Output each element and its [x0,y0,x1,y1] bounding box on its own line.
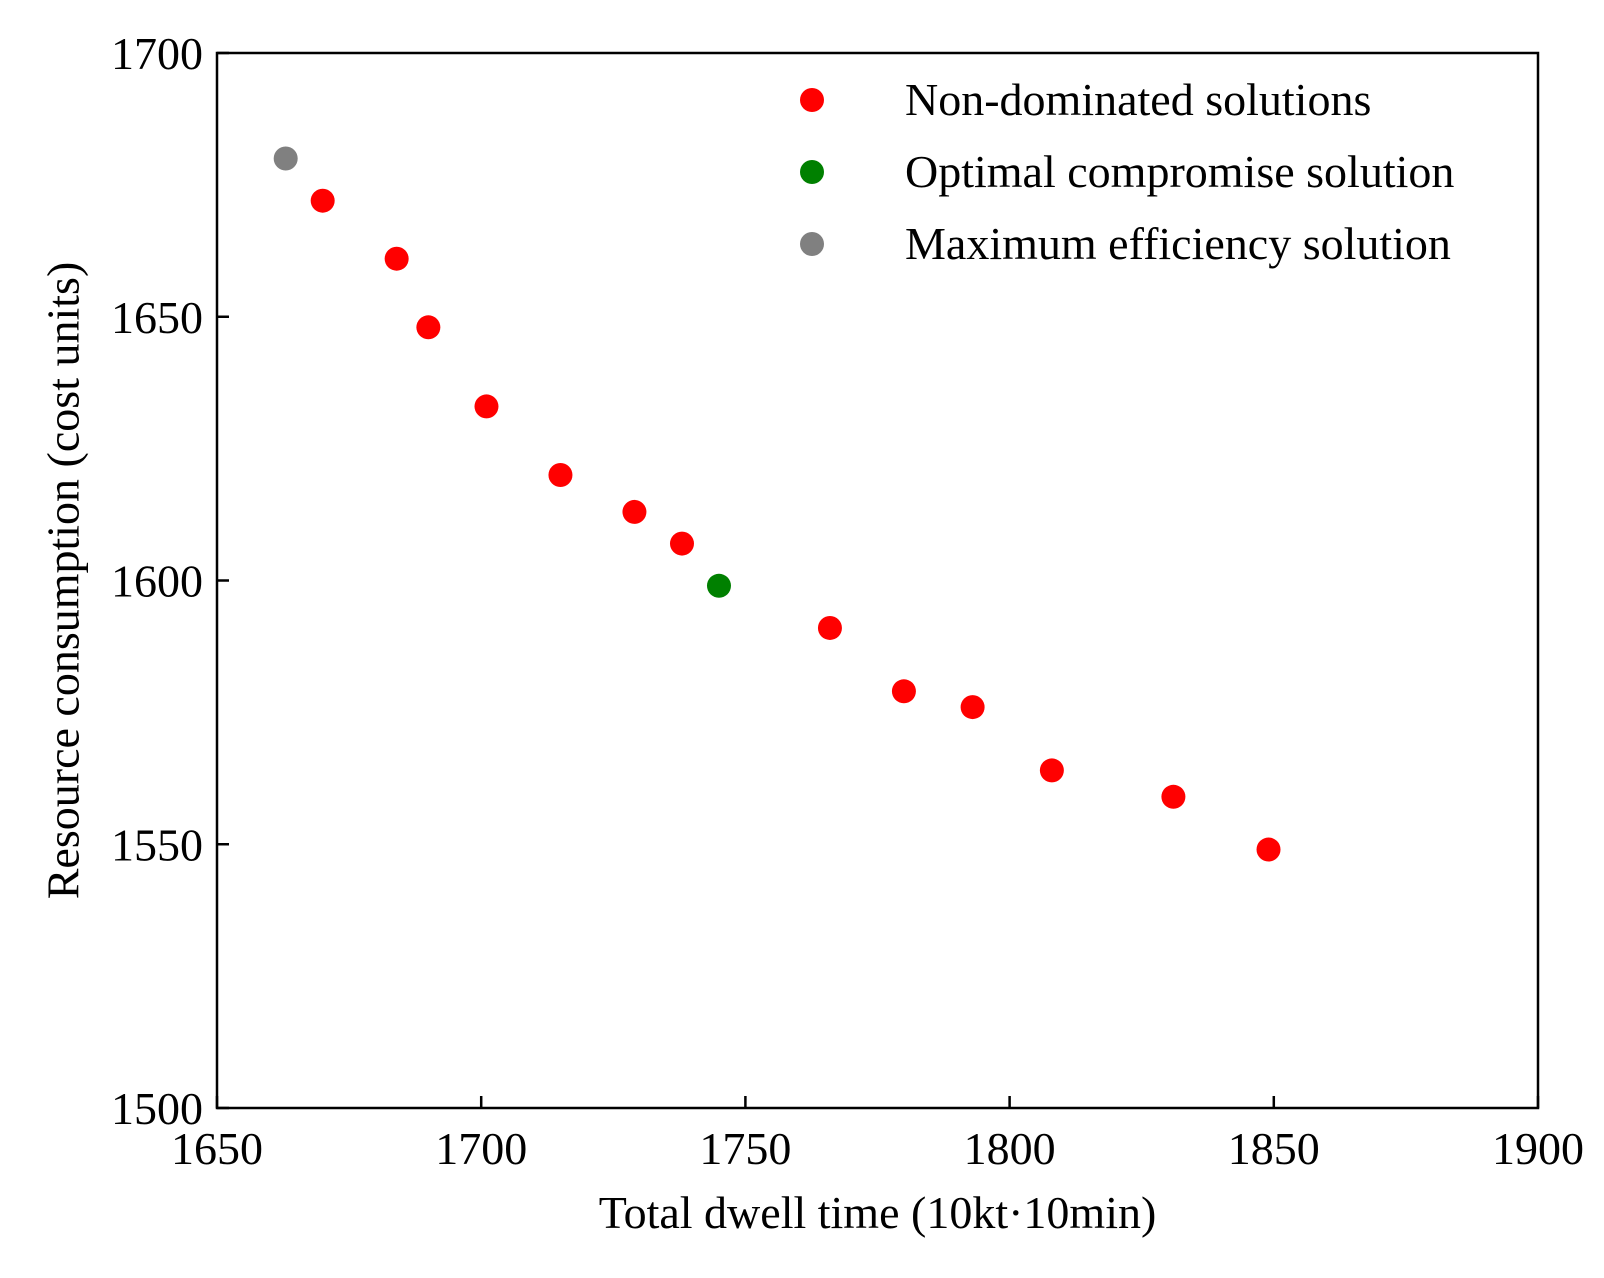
x-tick-label: 1750 [699,1123,791,1174]
y-tick-label: 1650 [111,292,203,343]
point-series-0-5 [622,499,647,524]
point-series-0-2 [416,315,441,340]
point-series-0-10 [1039,758,1064,783]
point-series-1-0 [706,573,731,598]
x-tick-label: 1700 [435,1123,527,1174]
point-series-0-9 [960,695,985,720]
point-series-0-3 [474,394,499,419]
point-series-0-0 [310,188,335,213]
plot-frame [215,51,1540,1110]
point-series-0-11 [1161,784,1186,809]
point-series-0-6 [669,531,694,556]
legend: Non-dominated solutions Optimal compromis… [800,74,1454,269]
legend-label: Optimal compromise solution [905,146,1454,197]
x-tick-label: 1900 [1492,1123,1584,1174]
ticks-layer: 1650 1700 1750 1800 1850 1900 1500 1550 1600 1650… [111,28,1584,1174]
x-axis-label: Total dwell time (10kt·10min) [599,1187,1157,1238]
point-series-0-7 [817,615,842,640]
point-series-0-4 [548,463,573,487]
y-axis-label: Resource consumption (cost units) [38,262,89,900]
point-series-0-12 [1256,837,1281,862]
legend-marker [800,160,824,184]
point-series-2-0 [273,146,298,171]
legend-label: Maximum efficiency solution [905,218,1451,269]
y-tick-label: 1550 [111,819,203,870]
y-tick-label: 1500 [111,1083,203,1134]
x-tick-label: 1800 [964,1123,1056,1174]
points-layer [273,146,1281,862]
y-tick-label: 1700 [111,28,203,79]
x-tick-label: 1850 [1228,1123,1320,1174]
legend-marker [800,88,824,112]
legend-marker [800,232,824,256]
point-series-0-1 [384,246,409,271]
y-tick-label: 1600 [111,556,203,607]
point-series-0-8 [891,679,916,704]
x-tick-label: 1650 [171,1123,263,1174]
legend-label: Non-dominated solutions [905,74,1371,125]
